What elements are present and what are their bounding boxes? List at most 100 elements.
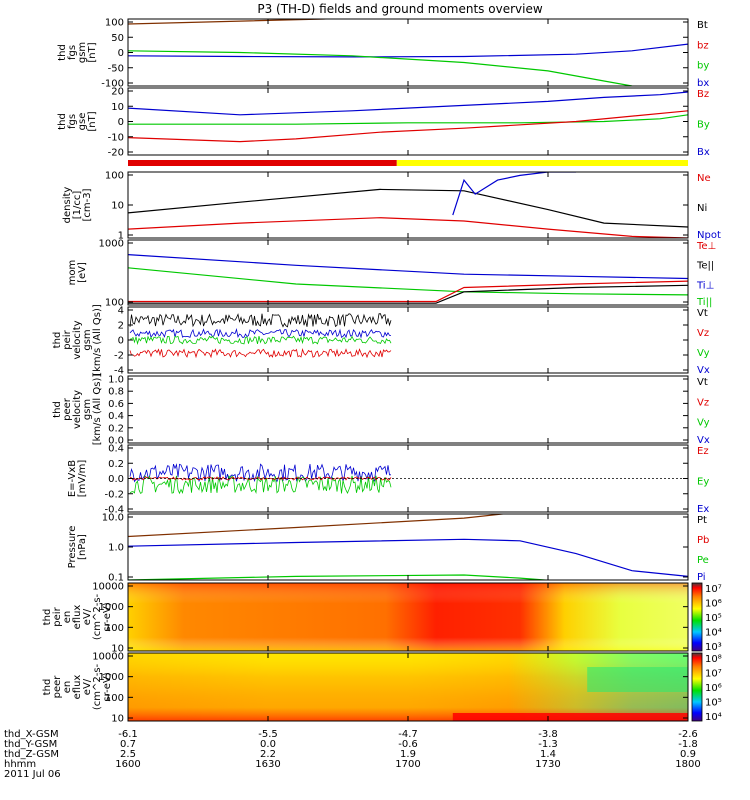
x-row-value: -6.1	[118, 729, 138, 740]
y-label-line: peir	[52, 606, 63, 626]
x-row-value: 0.7	[120, 739, 136, 750]
x-row-value: 1.4	[540, 749, 556, 760]
y-label-line: sr-eV)	[102, 672, 113, 701]
x-row-value: 1730	[535, 759, 560, 770]
noise-series	[129, 463, 391, 483]
legend-item: Vt	[697, 377, 708, 388]
x-row-value: -4.7	[398, 729, 418, 740]
y-tick-label: 100	[105, 623, 124, 634]
series-by	[128, 50, 633, 86]
x-row-value: 1600	[115, 759, 140, 770]
legend-item: Vz	[697, 397, 709, 408]
legend-item: Ni	[697, 203, 707, 214]
plot-title: P3 (TH-D) fields and ground moments over…	[257, 2, 542, 16]
y-label-line: velocity	[72, 320, 83, 359]
y-tick-label: 1000	[99, 239, 124, 250]
y-tick-label: 1.0	[108, 543, 124, 554]
x-row-value: 0.0	[260, 739, 276, 750]
y-tick-label: 10	[111, 644, 124, 655]
legend-item: Pi	[697, 572, 706, 583]
y-label-line: thd	[42, 609, 53, 626]
y-axis-label: density [1/cc] [cm-3]	[62, 187, 93, 224]
noise-series	[130, 335, 392, 346]
panel-pressure: 10.0 1.0 0.1 Pressure [nPa] Pt Pb Pe Pi	[67, 513, 709, 584]
y-label-line: eV/	[82, 608, 93, 625]
panel-frame	[127, 306, 689, 374]
y-tick-label: 1.0	[108, 375, 124, 386]
panel-frame	[127, 375, 689, 444]
legend-item: Vx	[697, 365, 710, 376]
y-label-line: eflux	[72, 675, 83, 700]
y-tick-label: 10	[111, 201, 124, 212]
y-tick-label: 10.0	[102, 513, 124, 524]
x-row-value: -0.6	[398, 739, 418, 750]
panel-temps: 1000 100 mom [eV] Te⊥ Te|| Ti⊥ Ti||	[67, 239, 716, 309]
y-label-line: thd	[57, 113, 68, 130]
x-row-label: hhmm	[4, 759, 36, 770]
legend-item: Bx	[697, 147, 710, 158]
y-axis-label: thd peer velocity gsm [km/s (All Qs)]	[52, 374, 103, 446]
y-tick-label: -2	[114, 351, 124, 362]
y-tick-label: 0.1	[108, 573, 124, 584]
colorbar-label: 10⁵	[705, 613, 722, 624]
y-label-line: [mV/m]	[77, 460, 88, 498]
x-row-value: -5.5	[258, 729, 278, 740]
y-label-line: velocity	[72, 390, 83, 429]
y-tick-label: -4	[114, 366, 124, 377]
y-tick-label: 0.6	[108, 399, 124, 410]
legend-item: Pb	[697, 535, 709, 546]
y-axis-label: thd fgs gse [nT]	[57, 111, 98, 131]
series-Pt	[128, 514, 508, 538]
x-row-value: 2.2	[260, 749, 276, 760]
y-label-line: gsm	[82, 399, 93, 420]
colorbar-label: 10³	[705, 642, 722, 653]
y-label-line: [cm-3]	[82, 188, 93, 221]
noise-series	[129, 476, 392, 481]
colorbar-label: 10⁶	[705, 683, 722, 694]
colorbar-label: 10⁷	[705, 584, 722, 595]
series-Ne	[128, 217, 688, 238]
panel-fgs_gse: 20 10 0 -10 -20 thd fgs gse [nT] Bz By Bx	[57, 87, 710, 159]
series-Bt	[128, 19, 332, 25]
legend-item: By	[697, 120, 710, 131]
legend-item: Ez	[697, 446, 709, 457]
y-tick-label: 0.0	[108, 474, 124, 485]
colorbar-label: 10⁵	[705, 698, 722, 709]
x-row-value: 0.9	[680, 749, 696, 760]
series-Bz	[128, 91, 688, 116]
y-tick-label: -20	[108, 148, 124, 159]
panel-frame	[127, 513, 689, 581]
y-tick-label: 0	[118, 336, 124, 347]
series-Ti⊥	[128, 254, 688, 280]
colorbar-scale	[691, 582, 703, 652]
y-tick-label: 1000	[99, 672, 124, 683]
y-axis-label: E=-VxB [mV/m]	[67, 460, 88, 498]
series-Te||	[128, 284, 688, 304]
x-row-value: 2.5	[120, 749, 136, 760]
y-label-line: [km/s (All Qs)]	[92, 304, 103, 376]
y-label-line: [nT]	[87, 111, 98, 131]
y-tick-label: 1	[118, 231, 124, 242]
mode-segment	[128, 160, 397, 166]
y-tick-label: 1000	[99, 602, 124, 613]
y-tick-label: 10	[111, 102, 124, 113]
y-tick-label: 100	[105, 298, 124, 309]
legend: Bt bz by bx	[697, 20, 709, 89]
y-axis-label: thd peir velocity gsm [km/s (All Qs)]	[52, 304, 103, 376]
y-tick-label: 2	[118, 321, 124, 332]
colorbar: 10⁷ 10⁶ 10⁵ 10⁴ 10³	[691, 582, 722, 653]
x-row-value: -3.8	[538, 729, 558, 740]
legend: Te⊥ Te|| Ti⊥ Ti||	[696, 241, 716, 308]
legend-item: Ey	[697, 477, 709, 488]
y-label-line: [nT]	[87, 42, 98, 62]
y-tick-label: 0.4	[108, 444, 124, 455]
legend-item: Vy	[697, 418, 710, 429]
series-Npot	[452, 172, 576, 216]
y-label-line: en	[62, 681, 73, 694]
y-label-line: fgs	[67, 45, 78, 60]
series-Ti||	[128, 267, 688, 296]
y-label-line: fgs	[67, 114, 78, 129]
noise-series	[129, 328, 392, 339]
plot-date: 2011 Jul 06	[4, 769, 61, 780]
y-label-line: thd	[42, 679, 53, 696]
